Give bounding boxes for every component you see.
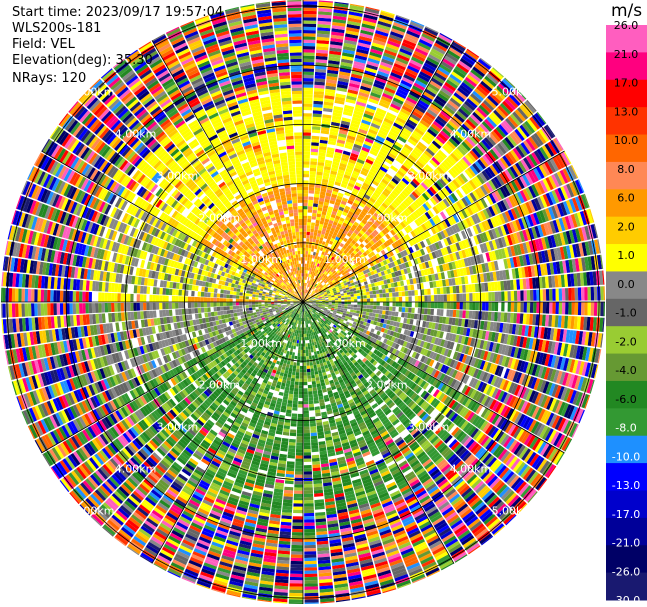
range-ring-label: 5.00km (73, 86, 115, 99)
start-time-label: Start time: 2023/09/17 19:57:04 (12, 5, 224, 20)
range-ring-label: 3.00km (408, 169, 450, 182)
colorbar-swatch (606, 545, 647, 574)
range-ring-label: 3.00km (157, 169, 199, 182)
range-ring-label: 5.00km (492, 504, 534, 517)
range-ring-label: 2.00km (198, 211, 240, 224)
azimuth-spoke (302, 301, 565, 454)
range-ring-label: 4.00km (450, 462, 492, 475)
colorbar-swatch (606, 490, 647, 519)
colorbar-swatch (606, 271, 647, 300)
colorbar-tick-label: -1.0 (615, 307, 636, 320)
colorbar-swatch (606, 463, 647, 491)
colorbar-tick-label: -17.0 (612, 508, 640, 521)
colorbar-tick-label: 21.0 (614, 48, 639, 61)
range-rings: 1.00km 1.00km 1.00km 1.00km 2.00km 2.00km 2.00… (1, 0, 605, 604)
colorbar-swatch (606, 408, 647, 437)
colorbar-swatch (606, 107, 647, 136)
colorbar-swatch (606, 134, 647, 163)
range-ring-label: 1.00km (324, 253, 366, 266)
range-ring-label: 4.00km (115, 128, 157, 141)
colorbar-swatch (606, 79, 647, 108)
azimuth-spoke (302, 150, 565, 303)
colorbar-swatch (606, 435, 647, 464)
colorbar-tick-label: -6.0 (615, 393, 636, 406)
colorbar-tick-label: -2.0 (615, 335, 636, 348)
colorbar-swatch (606, 517, 647, 546)
range-ring-label: 1.00km (324, 337, 366, 350)
range-ring-label: 1.00km (240, 253, 282, 266)
colorbar-swatch (606, 52, 647, 81)
velocity-colorbar: 26.0 21.0 17.0 13.0 10.0 8.0 6.0 2.0 1.0 0.0 -1.0 -… (606, 19, 647, 607)
colorbar-tick-label: 10.0 (614, 134, 639, 147)
azimuth-spoke (41, 301, 304, 454)
azimuth-spoke (302, 301, 455, 564)
colorbar-swatch (606, 298, 647, 327)
colorbar-swatch (606, 326, 647, 355)
colorbar-tick-label: 8.0 (617, 163, 635, 176)
colorbar-tick-label: -4.0 (615, 364, 636, 377)
colorbar-swatch (606, 572, 647, 601)
azimuth-spoke (151, 40, 304, 303)
colorbar-tick-label: 2.0 (617, 220, 635, 233)
ppi-radar-plot: 1.00km 1.00km 1.00km 1.00km 2.00km 2.00km 2.00… (1, 0, 605, 604)
range-ring-label: 2.00km (366, 211, 408, 224)
azimuth-spoke (302, 40, 455, 303)
range-ring-label: 5.00km (492, 86, 534, 99)
colorbar-swatch (606, 25, 647, 53)
range-ring-label: 2.00km (366, 379, 408, 392)
colorbar-tick-label: -30.0 (612, 594, 640, 607)
colorbar-tick-label: 1.0 (617, 249, 635, 262)
azimuth-spoke (151, 301, 304, 564)
colorbar-swatch (606, 189, 647, 218)
colorbar-swatch (606, 353, 647, 382)
colorbar-tick-label: 0.0 (617, 278, 635, 291)
range-ring-label: 1.00km (240, 337, 282, 350)
colorbar-swatch (606, 380, 647, 409)
range-ring-label: 3.00km (408, 421, 450, 434)
colorbar-tick-label: -13.0 (612, 479, 640, 492)
range-ring-label: 5.00km (73, 504, 115, 517)
elevation-label: Elevation(deg): 35.30 (12, 53, 153, 68)
colorbar-tick-label: -26.0 (612, 565, 640, 578)
azimuth-spoke (41, 150, 304, 303)
nrays-label: NRays: 120 (12, 71, 87, 86)
colorbar-unit: m/s (611, 1, 643, 21)
instrument-label: WLS200s-181 (12, 21, 102, 36)
colorbar-tick-label: 17.0 (614, 77, 639, 90)
colorbar-tick-label: -10.0 (612, 450, 640, 463)
field-label: Field: VEL (12, 37, 75, 52)
colorbar-tick-label: -21.0 (612, 537, 640, 550)
colorbar-tick-label: 6.0 (617, 192, 635, 205)
colorbar-swatch (606, 244, 647, 272)
range-ring-label: 4.00km (450, 128, 492, 141)
range-ring-label: 3.00km (157, 421, 199, 434)
colorbar-swatch (606, 161, 647, 190)
colorbar-swatch (606, 216, 647, 245)
range-ring-label: 4.00km (115, 462, 157, 475)
colorbar-tick-label: 13.0 (614, 105, 639, 118)
colorbar-tick-label: -8.0 (615, 422, 636, 435)
colorbar-tick-label: 26.0 (614, 19, 639, 32)
range-ring-label: 2.00km (198, 379, 240, 392)
